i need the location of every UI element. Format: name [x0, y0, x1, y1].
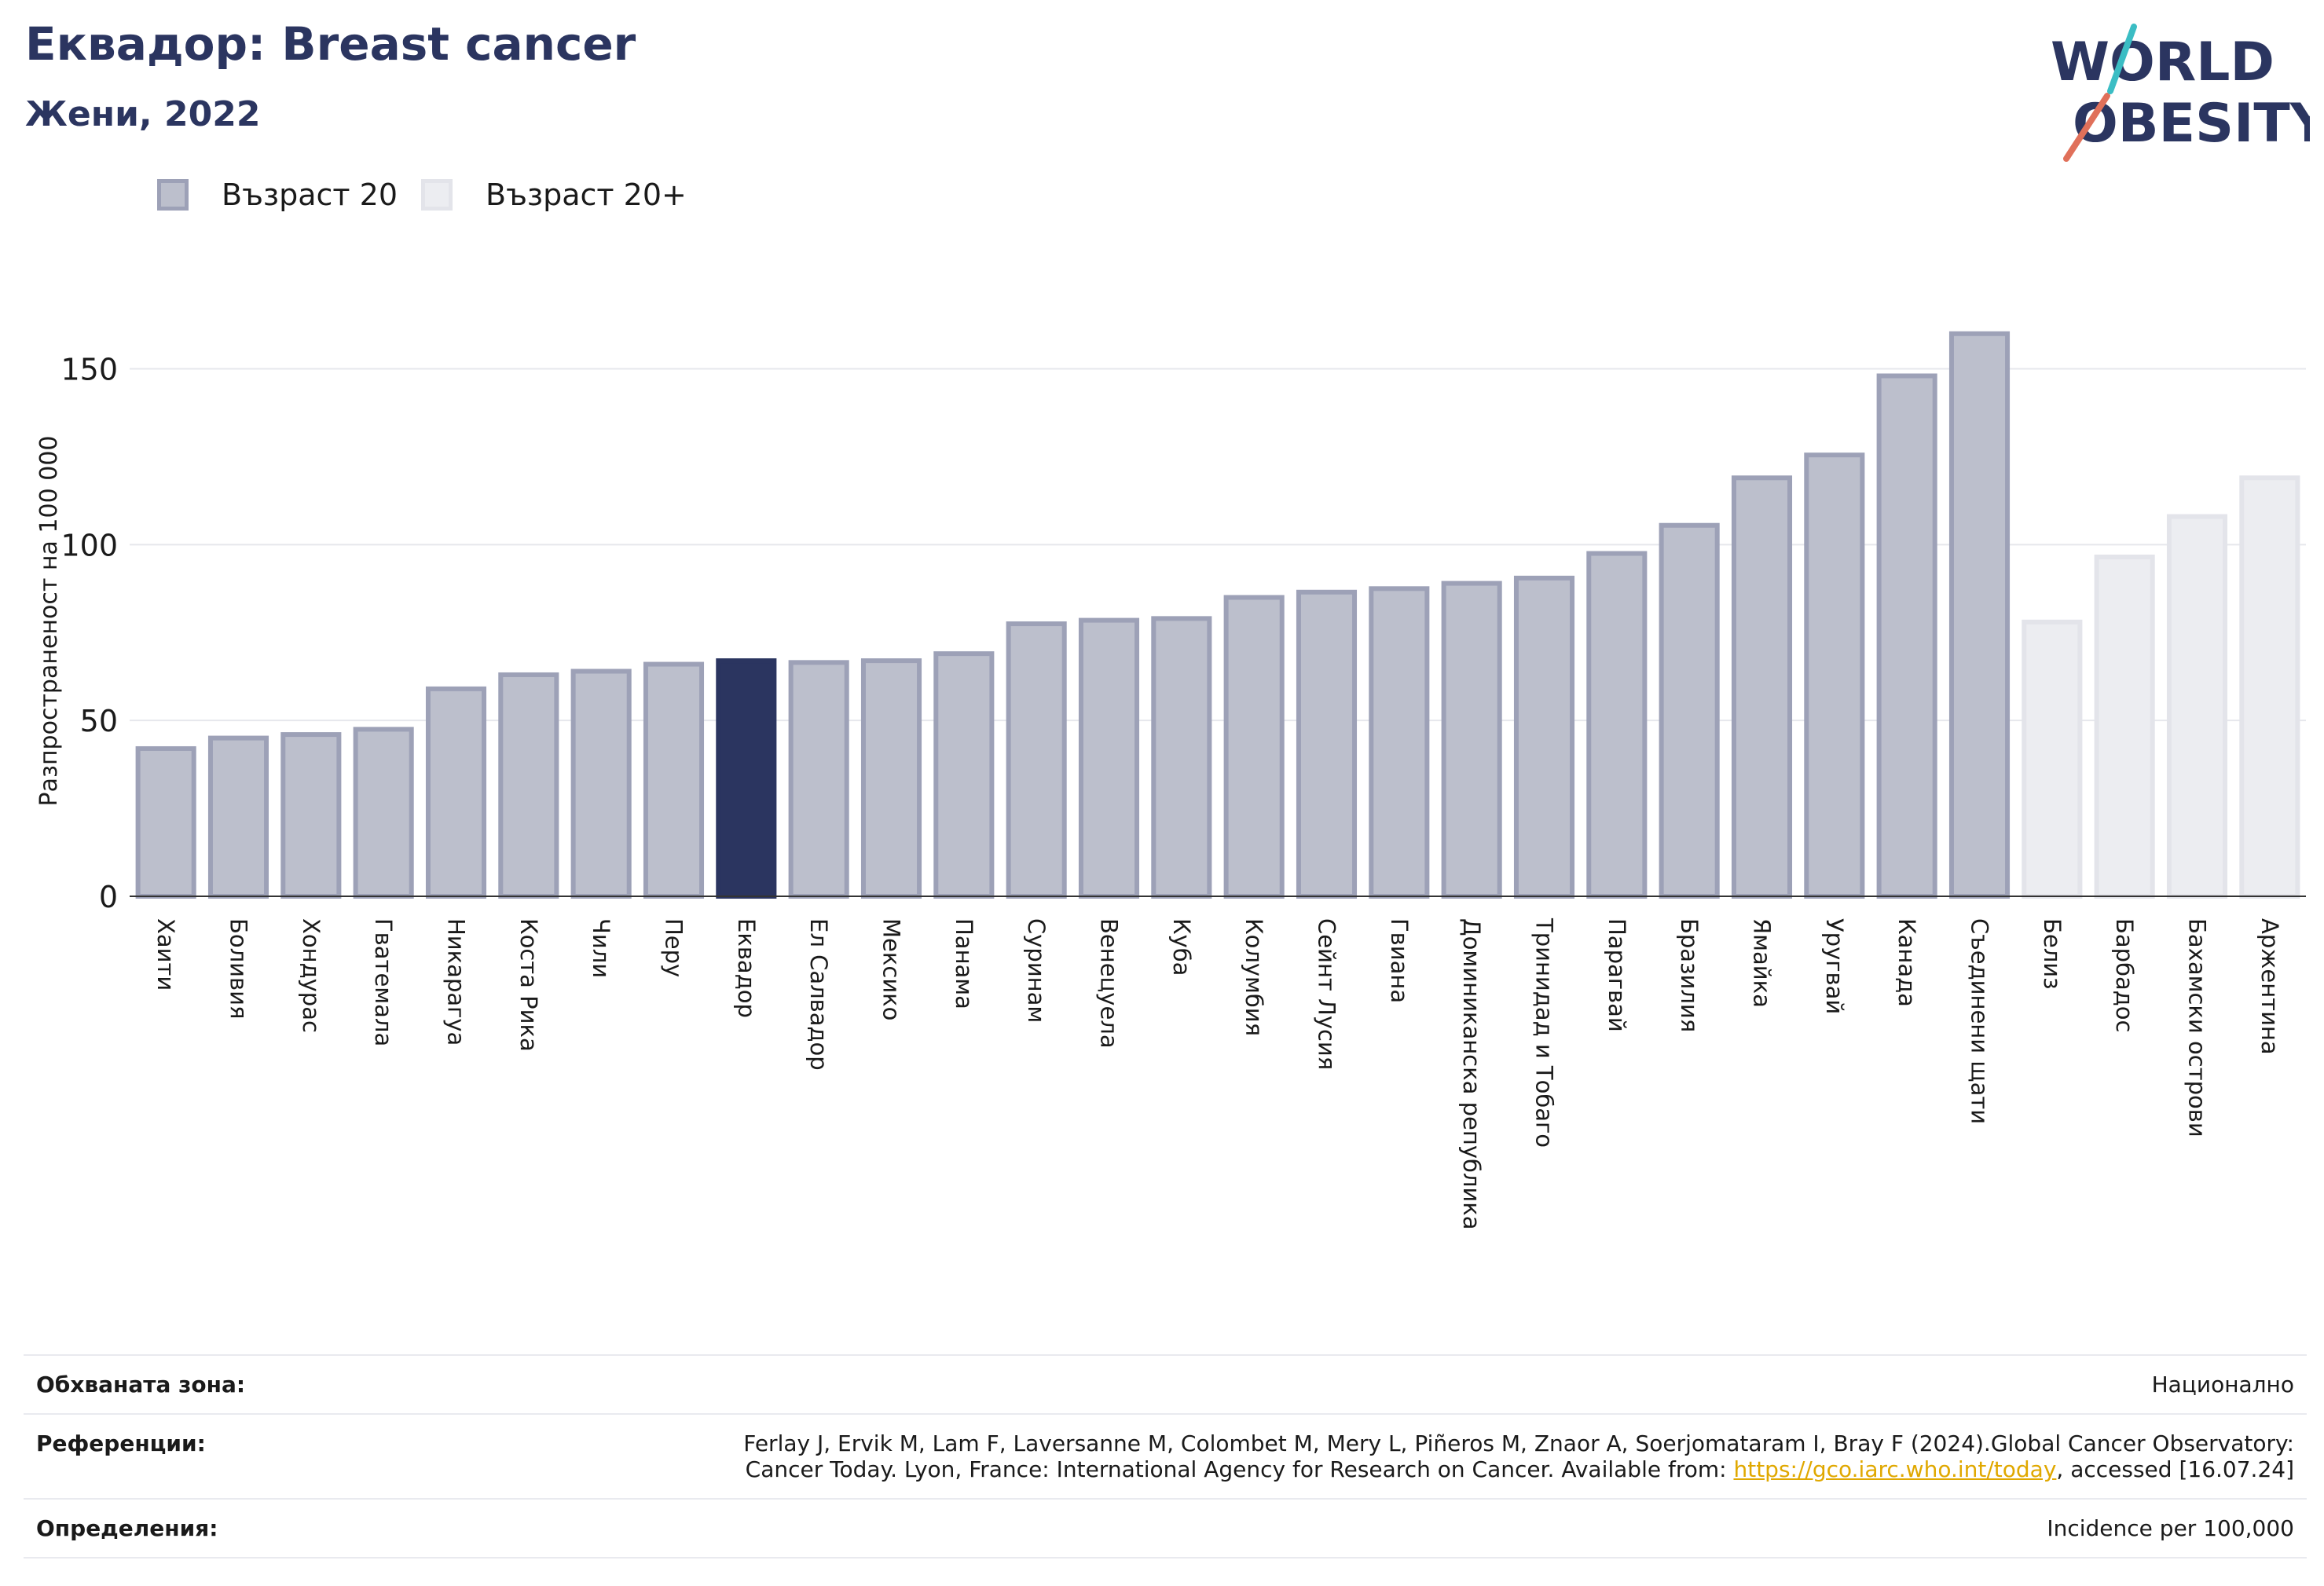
x-tick-label: Суринам — [1023, 918, 1050, 1023]
x-tick-label: Никарагуа — [443, 918, 470, 1046]
legend-item-age20plus[interactable]: Възраст 20+ — [421, 178, 687, 212]
x-tick-label: Перу — [661, 918, 687, 977]
bar — [207, 735, 269, 899]
y-tick-label: 100 — [60, 528, 118, 562]
y-tick-label: 150 — [60, 353, 118, 387]
x-tick-label: Уругвай — [1821, 918, 1848, 1014]
x-tick-label: Ел Салвадор — [805, 918, 832, 1071]
x-tick-label: Сейнт Лусия — [1314, 918, 1340, 1070]
bar — [1586, 551, 1648, 899]
x-tick-label: Белиз — [2039, 918, 2066, 990]
coverage-label: Обхваната зона: — [36, 1372, 246, 1397]
bar — [280, 732, 342, 899]
x-tick-label: Мексико — [878, 918, 905, 1020]
definitions-value: Incidence per 100,000 — [2047, 1515, 2294, 1541]
x-tick-label: Панама — [951, 918, 977, 1009]
bar — [1296, 589, 1358, 899]
x-tick-label: Колумбия — [1241, 918, 1267, 1036]
y-tick-label: 0 — [99, 880, 118, 914]
x-tick-label: Барбадос — [2111, 918, 2138, 1032]
x-tick-label: Тринидад и Тобаго — [1531, 918, 1558, 1148]
legend-swatch-age20 — [157, 179, 189, 211]
logo-slash-teal — [2107, 24, 2137, 94]
coverage-value: Национално — [2151, 1372, 2294, 1397]
footer-row-coverage: Обхваната зона: Национално — [24, 1354, 2307, 1413]
bar — [1731, 475, 1793, 899]
bar — [425, 686, 487, 899]
bar — [933, 651, 995, 899]
bar — [1369, 586, 1430, 899]
x-tick-label: Венецуела — [1096, 918, 1123, 1049]
bar — [2239, 475, 2300, 899]
legend-swatch-age20plus — [421, 179, 453, 211]
x-tick-label: Ямайка — [1749, 918, 1776, 1008]
y-tick-label: 50 — [80, 704, 118, 738]
x-tick-label: Гвиана — [1386, 918, 1413, 1003]
y-axis-label: Разпространеност на 100 000 — [35, 436, 63, 807]
x-tick-label: Бахамски острови — [2184, 918, 2211, 1137]
x-tick-label: Боливия — [225, 918, 252, 1019]
references-label: Референции: — [36, 1430, 206, 1456]
world-obesity-logo: WORLD OBESITY — [2051, 24, 2310, 162]
footer-row-definitions: Определения: Incidence per 100,000 — [24, 1498, 2307, 1559]
definitions-label: Определения: — [36, 1515, 218, 1541]
legend-label-age20: Възраст 20 — [222, 178, 398, 212]
references-value: Ferlay J, Ervik M, Lam F, Laversanne M, … — [743, 1430, 2294, 1482]
bar — [1948, 331, 2011, 899]
bar — [2094, 555, 2155, 899]
footer-table: Обхваната зона: Национално Референции: F… — [24, 1354, 2307, 1559]
legend-item-age20[interactable]: Възраст 20 — [157, 178, 398, 212]
bar-chart: 0 50 100 150 Разпространеност на 100 000 Хаит… — [35, 331, 2306, 1230]
legend-label-age20plus: Възраст 20+ — [486, 178, 687, 212]
footer-row-references: Референции: Ferlay J, Ervik M, Lam F, La… — [24, 1413, 2307, 1498]
bar — [498, 672, 559, 899]
bar — [1659, 522, 1720, 899]
x-tick-label: Доминиканска република — [1458, 918, 1485, 1230]
references-line1: Ferlay J, Ervik M, Lam F, Laversanne M, … — [743, 1430, 2294, 1456]
bar — [135, 745, 196, 899]
bar — [860, 658, 922, 899]
bar — [353, 727, 414, 899]
bar — [2166, 514, 2228, 899]
bar — [2022, 619, 2083, 899]
x-tick-label: Еквадор — [733, 918, 760, 1018]
x-tick-label: Куба — [1168, 918, 1195, 976]
x-tick-label: Бразилия — [1676, 918, 1703, 1032]
x-tick-label: Парагвай — [1604, 918, 1630, 1032]
bar — [570, 668, 632, 899]
references-line2-pre: Cancer Today. Lyon, France: Internationa… — [745, 1456, 1734, 1482]
logo-line2: OBESITY — [2073, 93, 2310, 155]
bar — [1006, 621, 1067, 899]
bar — [1876, 373, 1937, 899]
references-link[interactable]: https://gco.iarc.who.int/today — [1733, 1456, 2057, 1482]
bar — [1151, 616, 1212, 899]
x-tick-label: Коста Рика — [515, 918, 542, 1052]
bar — [1804, 452, 1865, 899]
references-line2-post: , accessed [16.07.24] — [2056, 1456, 2294, 1482]
page-title: Еквадор: Breast cancer — [25, 17, 636, 71]
x-tick-label: Аржентина — [2256, 918, 2283, 1055]
logo-line1: WORLD — [2051, 31, 2275, 93]
page-subtitle: Жени, 2022 — [25, 94, 261, 134]
x-tick-label: Хондурас — [298, 918, 324, 1033]
logo-slash-red — [2063, 93, 2110, 162]
chart-legend: Възраст 20 Възраст 20+ — [157, 178, 710, 212]
bar — [1441, 581, 1502, 899]
x-tick-label: Гватемала — [370, 918, 397, 1046]
x-tick-label: Канада — [1893, 918, 1920, 1007]
x-tick-label: Съединени щати — [1967, 918, 1993, 1124]
bar — [1078, 617, 1140, 899]
bar — [716, 658, 777, 899]
bar — [1223, 595, 1285, 899]
x-tick-label: Чили — [588, 918, 614, 978]
bar — [788, 660, 849, 899]
bar — [643, 661, 705, 899]
x-tick-label: Хаити — [152, 918, 179, 991]
bar — [1513, 575, 1575, 899]
